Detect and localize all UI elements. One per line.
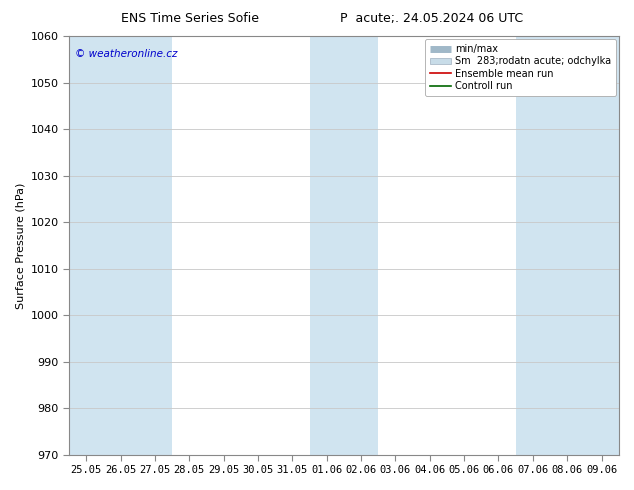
Text: P  acute;. 24.05.2024 06 UTC: P acute;. 24.05.2024 06 UTC [340,12,522,25]
Legend: min/max, Sm  283;rodatn acute; odchylka, Ensemble mean run, Controll run: min/max, Sm 283;rodatn acute; odchylka, … [425,39,616,96]
Text: ENS Time Series Sofie: ENS Time Series Sofie [121,12,259,25]
Bar [309,36,378,455]
Text: © weatheronline.cz: © weatheronline.cz [75,49,177,59]
Y-axis label: Surface Pressure (hPa): Surface Pressure (hPa) [15,182,25,309]
Bar [515,36,619,455]
Bar [69,36,172,455]
